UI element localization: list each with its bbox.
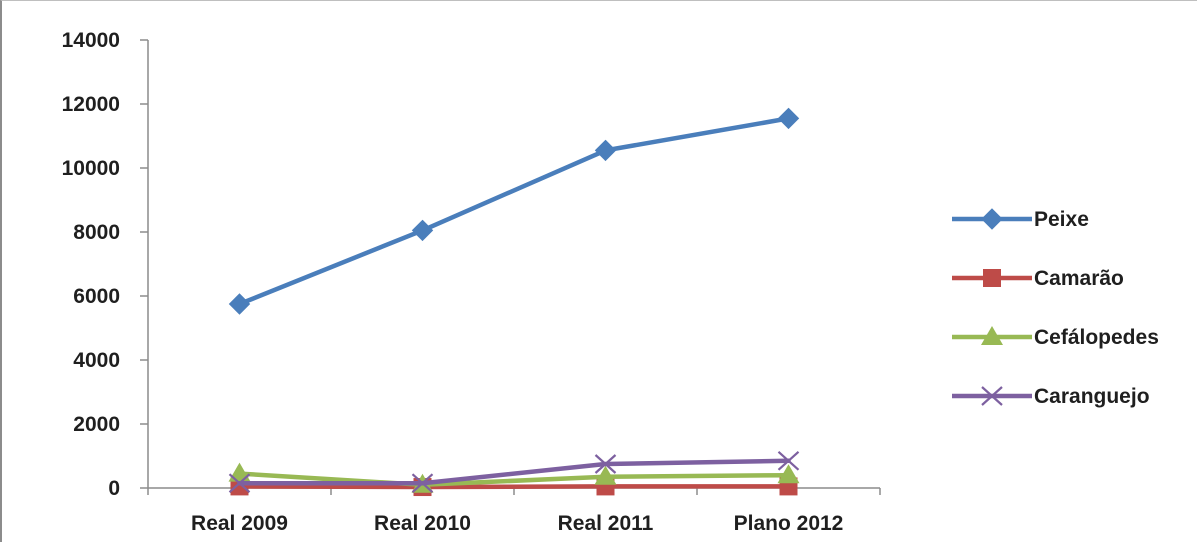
series-line-camarao [237, 484, 791, 490]
data-point-peixe [228, 293, 251, 315]
data-point-peixe [777, 107, 800, 130]
legend-marker-camarao [983, 269, 1001, 287]
legend-item-cefalopedes: Cefálopedes [952, 326, 1159, 349]
x-tick-label: Real 2011 [558, 512, 654, 535]
series-peixe [228, 107, 800, 315]
x-tick-label: Real 2009 [191, 512, 288, 535]
legend-label: Peixe [1034, 208, 1089, 231]
y-tick-label: 0 [108, 477, 120, 500]
legend: Peixe Camarão Cefálopedes Caranguejo [952, 208, 1159, 408]
legend-item-caranguejo: Caranguejo [952, 385, 1150, 408]
axes [147, 40, 880, 489]
series-line-cefalopedes [237, 471, 791, 488]
data-point-caranguejo [594, 454, 617, 474]
data-point-peixe [411, 219, 434, 242]
data-point-cefalopedes [594, 465, 617, 485]
legend-label: Caranguejo [1034, 385, 1150, 408]
legend-item-camarao: Camarão [952, 267, 1124, 290]
y-tick-label: 6000 [73, 285, 120, 308]
legend-marker-caranguejo [981, 386, 1003, 406]
series-line-caranguejo [237, 458, 791, 486]
data-point-caranguejo [228, 473, 251, 494]
series-layer [228, 107, 800, 497]
series-line-peixe [237, 116, 791, 307]
y-tick-label: 10000 [62, 157, 120, 180]
data-point-peixe [594, 139, 617, 162]
y-tick-label: 14000 [62, 29, 120, 52]
legend-label: Cefálopedes [1034, 326, 1159, 349]
x-tick-label: Real 2010 [374, 512, 471, 535]
y-tick-label: 8000 [73, 221, 120, 244]
legend-label: Camarão [1034, 267, 1124, 290]
legend-marker-peixe [981, 208, 1003, 230]
x-axis-ticks: Real 2009 Real 2010 Real 2011 Plano 2012 [147, 488, 881, 535]
y-tick-label: 12000 [62, 93, 120, 116]
series-caranguejo [228, 450, 800, 494]
legend-marker-cefalopedes [981, 326, 1003, 345]
data-point-caranguejo [777, 450, 800, 471]
x-tick-label: Plano 2012 [734, 512, 844, 535]
y-axis-ticks: 0 2000 4000 6000 8000 10000 12000 14000 [62, 29, 148, 500]
data-point-cefalopedes [777, 464, 800, 484]
y-tick-label: 2000 [73, 413, 120, 436]
legend-item-peixe: Peixe [952, 208, 1089, 231]
data-point-caranguejo [411, 473, 434, 494]
y-tick-label: 4000 [73, 349, 120, 372]
